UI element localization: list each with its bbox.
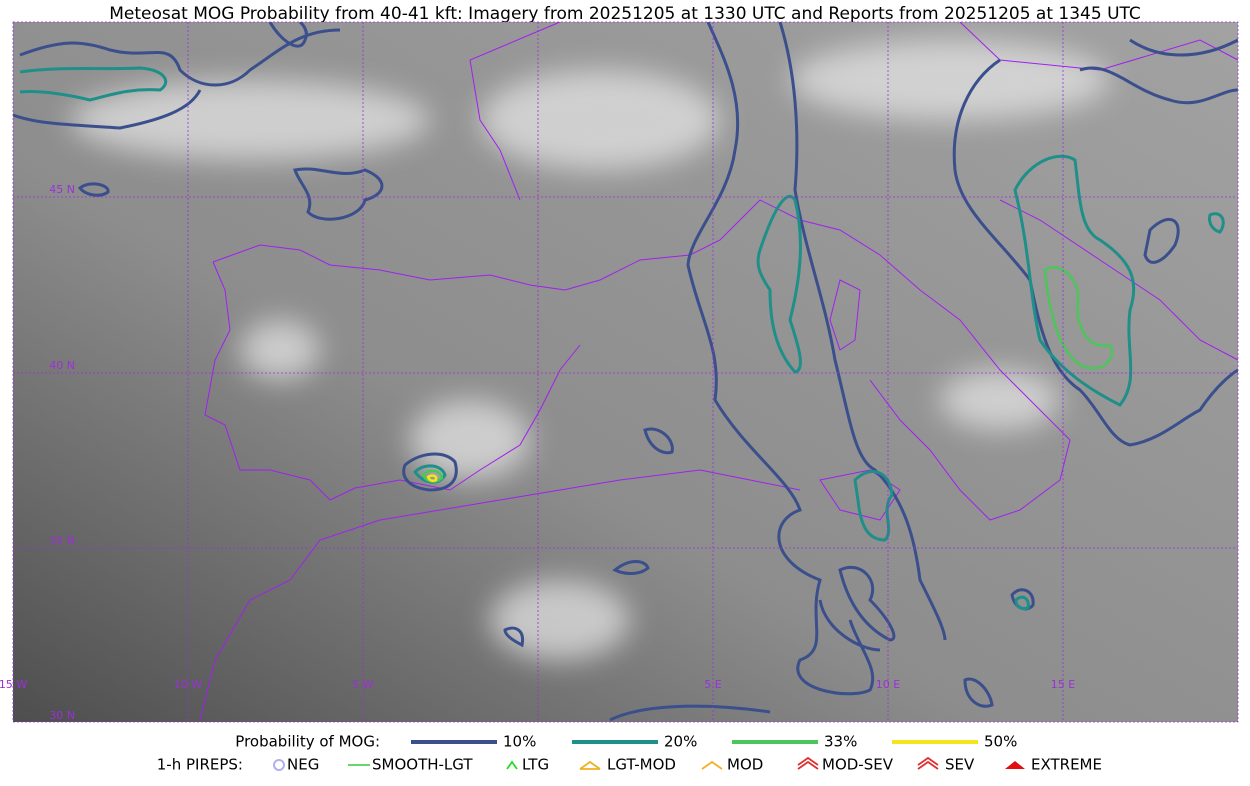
- pirep-label: MOD-SEV: [822, 756, 894, 774]
- pirep-icon: [1005, 761, 1025, 769]
- pirep-label: LTG: [522, 756, 549, 774]
- legend-title: Probability of MOG:: [235, 733, 380, 751]
- legend: 10% 20% 33% 50% NEG SMOOTH-LGT LTG LGT-MOD MOD MO…: [273, 733, 1102, 774]
- pirep-icon: [506, 760, 518, 770]
- lon-label: 10 E: [876, 678, 900, 691]
- pirep-icon: [917, 760, 939, 770]
- title: Meteosat MOG Probability from 40-41 kft:…: [109, 4, 1141, 24]
- pirep-label: SMOOTH-LGT: [372, 756, 473, 774]
- legend-label: 20%: [664, 733, 697, 751]
- lat-label: 45 N: [49, 183, 75, 196]
- pirep-label: LGT-MOD: [607, 756, 676, 774]
- lon-label: 15 E: [1051, 678, 1075, 691]
- pirep-icon: [917, 756, 939, 766]
- pireps-title: 1-h PIREPS:: [157, 756, 243, 774]
- legend-label: 50%: [984, 733, 1017, 751]
- map-frame: [12, 21, 1239, 723]
- pirep-label: NEG: [287, 756, 319, 774]
- pirep-icon: [797, 756, 819, 766]
- pirep-icon: [273, 759, 285, 771]
- grid: [13, 22, 1238, 722]
- lon-label: 5 W: [352, 678, 373, 691]
- legend-label: 33%: [824, 733, 857, 751]
- pirep-icon: [701, 760, 723, 770]
- lon-label: 10 W: [174, 678, 202, 691]
- clouds: [70, 40, 1110, 660]
- lat-label: 30 N: [49, 709, 75, 722]
- pirep-label: EXTREME: [1031, 756, 1102, 774]
- pirep-label: MOD: [727, 756, 763, 774]
- lat-label: 35 N: [49, 534, 75, 547]
- lon-label: 5 E: [704, 678, 721, 691]
- lat-label: 40 N: [49, 359, 75, 372]
- map: [13, 22, 1238, 722]
- legend-label: 10%: [503, 733, 536, 751]
- lon-label: 15 W: [0, 678, 27, 691]
- pirep-label: SEV: [945, 756, 975, 774]
- pirep-icon: [579, 760, 601, 770]
- pirep-icon: [797, 760, 819, 770]
- grid-labels: 45 N 40 N 35 N 30 N 15 W 10 W 5 W 5 E 10…: [0, 183, 1075, 722]
